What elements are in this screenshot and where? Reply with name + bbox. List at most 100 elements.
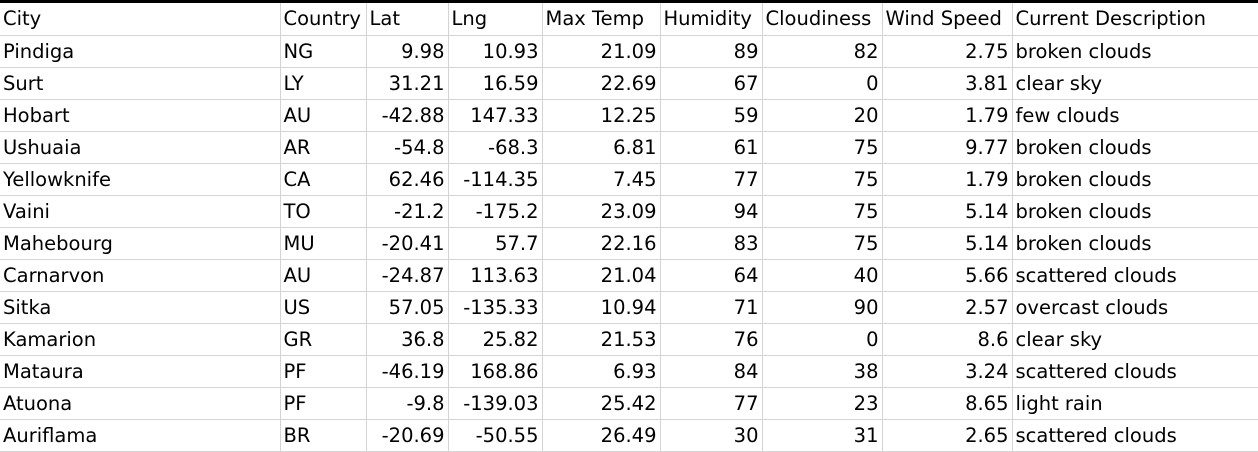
cell-current-description[interactable]: scattered clouds [1012,355,1258,388]
cell-lng[interactable]: -135.33 [448,291,543,324]
cell-max-temp[interactable]: 25.42 [542,387,661,420]
cell-cloudiness[interactable]: 82 [762,35,883,68]
cell-wind-speed[interactable]: 8.6 [882,323,1013,356]
cell-humidity[interactable]: 77 [660,163,763,196]
cell-max-temp[interactable]: 22.16 [542,227,661,260]
cell-country[interactable]: US [280,291,367,324]
cell-max-temp[interactable]: 12.25 [542,99,661,132]
cell-max-temp[interactable]: 7.45 [542,163,661,196]
cell-current-description[interactable]: scattered clouds [1012,419,1258,452]
cell-max-temp[interactable]: 21.09 [542,35,661,68]
cell-lng[interactable]: -114.35 [448,163,543,196]
cell-wind-speed[interactable]: 5.14 [882,227,1013,260]
cell-wind-speed[interactable]: 3.24 [882,355,1013,388]
cell-lat[interactable]: 31.21 [366,67,449,100]
cell-max-temp[interactable]: 21.53 [542,323,661,356]
cell-lng[interactable]: 147.33 [448,99,543,132]
cell-humidity[interactable]: 94 [660,195,763,228]
cell-current-description[interactable]: broken clouds [1012,195,1258,228]
cell-humidity[interactable]: 89 [660,35,763,68]
cell-humidity[interactable]: 83 [660,227,763,260]
cell-city[interactable]: Auriflama [0,419,281,452]
cell-lng[interactable]: -68.3 [448,131,543,164]
cell-lat[interactable]: 36.8 [366,323,449,356]
cell-wind-speed[interactable]: 2.75 [882,35,1013,68]
cell-max-temp[interactable]: 6.93 [542,355,661,388]
cell-city[interactable]: Vaini [0,195,281,228]
cell-country[interactable]: BR [280,419,367,452]
cell-cloudiness[interactable]: 0 [762,323,883,356]
cell-max-temp[interactable]: 21.04 [542,259,661,292]
cell-humidity[interactable]: 77 [660,387,763,420]
cell-lat[interactable]: -20.69 [366,419,449,452]
cell-wind-speed[interactable]: 2.65 [882,419,1013,452]
cell-cloudiness[interactable]: 40 [762,259,883,292]
cell-cloudiness[interactable]: 75 [762,163,883,196]
header-cell-humidity[interactable]: Humidity [660,3,763,36]
cell-cloudiness[interactable]: 90 [762,291,883,324]
cell-max-temp[interactable]: 23.09 [542,195,661,228]
header-cell-lat[interactable]: Lat [366,3,449,36]
cell-current-description[interactable]: few clouds [1012,99,1258,132]
header-cell-cloudiness[interactable]: Cloudiness [762,3,883,36]
cell-lat[interactable]: -42.88 [366,99,449,132]
cell-wind-speed[interactable]: 1.79 [882,163,1013,196]
header-cell-city[interactable]: City [0,3,281,36]
cell-current-description[interactable]: broken clouds [1012,227,1258,260]
cell-city[interactable]: Ushuaia [0,131,281,164]
cell-country[interactable]: PF [280,355,367,388]
cell-city[interactable]: Mataura [0,355,281,388]
cell-country[interactable]: LY [280,67,367,100]
cell-max-temp[interactable]: 10.94 [542,291,661,324]
cell-wind-speed[interactable]: 8.65 [882,387,1013,420]
cell-country[interactable]: AR [280,131,367,164]
cell-cloudiness[interactable]: 20 [762,99,883,132]
cell-country[interactable]: MU [280,227,367,260]
cell-country[interactable]: NG [280,35,367,68]
cell-humidity[interactable]: 76 [660,323,763,356]
cell-humidity[interactable]: 64 [660,259,763,292]
cell-humidity[interactable]: 67 [660,67,763,100]
cell-wind-speed[interactable]: 3.81 [882,67,1013,100]
cell-max-temp[interactable]: 22.69 [542,67,661,100]
cell-wind-speed[interactable]: 5.14 [882,195,1013,228]
cell-city[interactable]: Sitka [0,291,281,324]
cell-humidity[interactable]: 61 [660,131,763,164]
cell-lat[interactable]: -21.2 [366,195,449,228]
cell-lat[interactable]: -46.19 [366,355,449,388]
cell-cloudiness[interactable]: 75 [762,131,883,164]
cell-cloudiness[interactable]: 23 [762,387,883,420]
cell-city[interactable]: Mahebourg [0,227,281,260]
cell-country[interactable]: CA [280,163,367,196]
cell-max-temp[interactable]: 26.49 [542,419,661,452]
cell-country[interactable]: AU [280,99,367,132]
cell-lng[interactable]: 16.59 [448,67,543,100]
cell-humidity[interactable]: 71 [660,291,763,324]
header-cell-lng[interactable]: Lng [448,3,543,36]
cell-wind-speed[interactable]: 5.66 [882,259,1013,292]
cell-lng[interactable]: 57.7 [448,227,543,260]
cell-humidity[interactable]: 30 [660,419,763,452]
cell-current-description[interactable]: scattered clouds [1012,259,1258,292]
header-cell-country[interactable]: Country [280,3,367,36]
cell-country[interactable]: GR [280,323,367,356]
cell-city[interactable]: Surt [0,67,281,100]
cell-lat[interactable]: 62.46 [366,163,449,196]
cell-humidity[interactable]: 84 [660,355,763,388]
cell-lat[interactable]: -24.87 [366,259,449,292]
cell-lat[interactable]: -54.8 [366,131,449,164]
cell-current-description[interactable]: clear sky [1012,323,1258,356]
cell-city[interactable]: Hobart [0,99,281,132]
cell-lng[interactable]: 113.63 [448,259,543,292]
cell-wind-speed[interactable]: 1.79 [882,99,1013,132]
cell-lng[interactable]: 10.93 [448,35,543,68]
cell-country[interactable]: AU [280,259,367,292]
cell-cloudiness[interactable]: 75 [762,227,883,260]
header-cell-wind-speed[interactable]: Wind Speed [882,3,1013,36]
cell-lng[interactable]: -139.03 [448,387,543,420]
cell-city[interactable]: Pindiga [0,35,281,68]
cell-country[interactable]: PF [280,387,367,420]
cell-lat[interactable]: -20.41 [366,227,449,260]
cell-city[interactable]: Atuona [0,387,281,420]
cell-current-description[interactable]: clear sky [1012,67,1258,100]
